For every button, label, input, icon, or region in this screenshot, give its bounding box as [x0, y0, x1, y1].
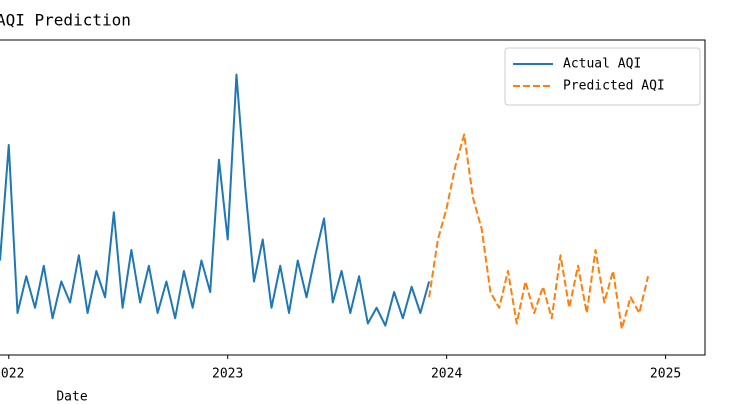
plot-frame [0, 39, 706, 356]
x-axis-label: Date [56, 390, 87, 404]
plot-area [0, 73, 650, 330]
x-tick-label: 2024 [431, 367, 462, 382]
x-tick-label: 2022 [0, 367, 24, 382]
legend-box [504, 47, 701, 106]
chart-title: AQI Prediction [0, 11, 131, 30]
legend: Actual AQI Predicted AQI [504, 47, 701, 106]
legend-label: Predicted AQI [563, 79, 665, 94]
data-line [428, 133, 650, 330]
data-line [0, 73, 431, 327]
x-tick-label: 2025 [650, 367, 681, 382]
legend-label: Actual AQI [563, 57, 641, 72]
x-tick-label: 2023 [212, 367, 243, 382]
